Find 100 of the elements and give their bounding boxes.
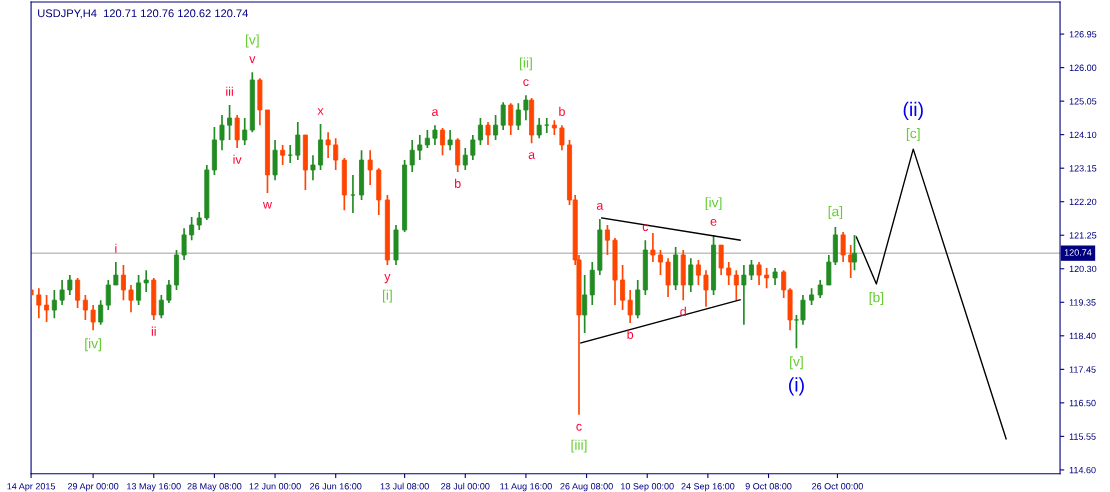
annotation: iv [233, 154, 242, 164]
candlestick [227, 104, 233, 141]
candlestick [620, 264, 626, 311]
y-tick-label: 115.55 [1069, 433, 1096, 440]
candlestick [718, 244, 724, 276]
text: USDJPY,H4 120.71 120.76 120.62 120.74 [38, 9, 248, 19]
candlestick [582, 274, 588, 334]
annotation: [iv] [705, 197, 722, 211]
candlestick [741, 264, 747, 326]
candlestick [733, 269, 739, 302]
x-tick-label: 28 May 08:00 [187, 483, 242, 492]
candlestick [234, 114, 240, 149]
x-tick-label: 13 May 16:00 [127, 483, 181, 492]
candlestick [695, 259, 701, 286]
candlestick [44, 294, 50, 323]
candlestick [536, 117, 542, 140]
candlestick [143, 269, 149, 293]
x-tick-label: 26 Aug 08:00 [560, 483, 613, 492]
candlestick [523, 94, 529, 122]
annotation: b [559, 106, 565, 116]
candlestick [409, 139, 415, 173]
ref-line-label: 120.74 [1064, 249, 1092, 256]
y-tick-label: 114.60 [1069, 466, 1096, 474]
candlestick [120, 264, 126, 302]
candlestick [477, 117, 483, 146]
annotation: b [627, 329, 634, 339]
annotation: w [262, 202, 273, 209]
candlestick [181, 227, 187, 261]
annotation: [ii] [519, 57, 532, 71]
candlestick [350, 174, 356, 214]
annotation: (ii) [903, 101, 923, 120]
x-tick-label: 26 Jun 16:00 [310, 483, 362, 490]
annotation: c [642, 224, 649, 232]
line-series [855, 148, 1007, 440]
y-tick-label: 121.25 [1069, 232, 1097, 239]
annotation: c [523, 79, 529, 86]
annotation: v [249, 56, 256, 63]
candlestick [756, 261, 762, 286]
y-tick-label: 123.15 [1069, 165, 1097, 172]
candlestick [417, 134, 423, 161]
candlestick [36, 287, 42, 320]
annotation: [b] [869, 292, 884, 305]
candlestick [559, 124, 565, 152]
x-tick-label: 10 Sep 00:00 [621, 483, 674, 492]
annotation: e [710, 218, 717, 226]
y-tick-label: 126.00 [1069, 64, 1097, 71]
y-tick-label: 116.50 [1069, 399, 1096, 407]
x-tick-label: 26 Oct 00:00 [812, 483, 863, 490]
annotation: [i] [382, 289, 392, 303]
y-tick-label: 124.10 [1069, 131, 1097, 139]
annotation: i [115, 243, 117, 253]
candlestick [500, 101, 506, 131]
candlestick [485, 121, 491, 146]
candlestick [688, 257, 694, 293]
candlestick [367, 149, 373, 186]
candlestick [280, 144, 286, 166]
x-tick-label: 28 Jul 00:00 [441, 482, 490, 490]
y-tick-label: 122.20 [1069, 198, 1097, 206]
candlestick [325, 131, 331, 159]
candlestick [665, 257, 671, 298]
candlestick [310, 154, 316, 182]
x-tick-label: 12 Jun 00:00 [249, 483, 301, 490]
candlestick [703, 269, 709, 308]
candlestick [166, 279, 172, 304]
y-tick-label: 125.05 [1069, 98, 1097, 105]
candlestick [158, 294, 164, 320]
annotation: b [455, 178, 461, 188]
candlestick [764, 267, 770, 290]
x-tick-label: 14 Apr 2015 [7, 483, 56, 492]
x-tick-label: 11 Aug 16:00 [500, 483, 552, 492]
candlestick [113, 261, 119, 286]
candlestick [287, 144, 293, 164]
candlestick [219, 114, 225, 152]
candlestick [90, 304, 96, 332]
candlestick [51, 289, 57, 320]
annotation: ii [151, 326, 156, 336]
y-tick-label: 120.30 [1069, 265, 1097, 273]
candlestick [627, 289, 633, 324]
candlestick [432, 124, 438, 146]
candlestick [59, 279, 65, 306]
annotation: a [432, 109, 439, 116]
annotation: [iii] [571, 439, 587, 453]
x-tick-label: 13 Jul 08:00 [380, 482, 429, 490]
x-tick-label: 9 Oct 08:00 [745, 483, 792, 490]
annotation: a [596, 203, 604, 210]
candlestick [658, 249, 663, 276]
candlestick [470, 134, 476, 161]
candlestick [462, 147, 468, 171]
annotation: iii [226, 86, 233, 96]
candlestick [440, 127, 446, 156]
x-tick-label: 24 Sep 16:00 [681, 483, 735, 492]
y-tick-label: 117.45 [1069, 366, 1096, 373]
y-tick-label: 119.35 [1069, 299, 1096, 306]
annotation: y [384, 274, 391, 284]
annotation: d [680, 306, 686, 317]
y-tick-label: 126.95 [1069, 31, 1097, 38]
annotation: [v] [245, 34, 259, 48]
candlestick [242, 117, 248, 146]
annotation: x [317, 108, 324, 115]
annotation: c [576, 423, 582, 431]
